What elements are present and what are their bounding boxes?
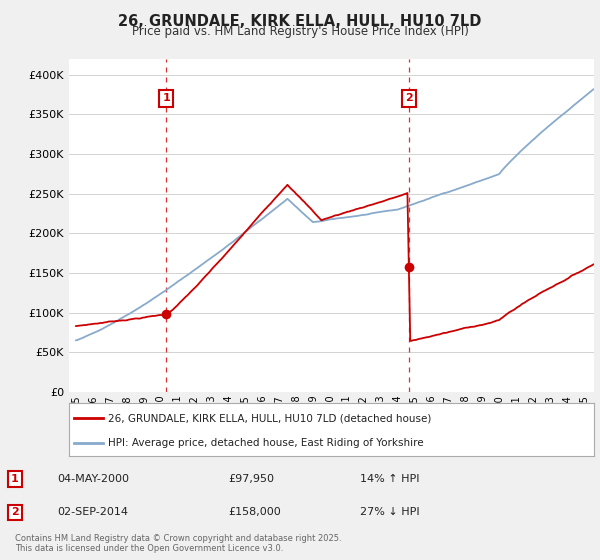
Text: £158,000: £158,000 — [228, 507, 281, 517]
Text: 26, GRUNDALE, KIRK ELLA, HULL, HU10 7LD (detached house): 26, GRUNDALE, KIRK ELLA, HULL, HU10 7LD … — [109, 413, 432, 423]
Text: 1: 1 — [163, 94, 170, 104]
Text: 14% ↑ HPI: 14% ↑ HPI — [360, 474, 419, 484]
Text: 2: 2 — [405, 94, 413, 104]
Text: 02-SEP-2014: 02-SEP-2014 — [57, 507, 128, 517]
Text: 1: 1 — [11, 474, 19, 484]
Text: 26, GRUNDALE, KIRK ELLA, HULL, HU10 7LD: 26, GRUNDALE, KIRK ELLA, HULL, HU10 7LD — [118, 14, 482, 29]
Text: 04-MAY-2000: 04-MAY-2000 — [57, 474, 129, 484]
Text: 2: 2 — [11, 507, 19, 517]
Text: £97,950: £97,950 — [228, 474, 274, 484]
Text: Contains HM Land Registry data © Crown copyright and database right 2025.
This d: Contains HM Land Registry data © Crown c… — [15, 534, 341, 553]
Text: 27% ↓ HPI: 27% ↓ HPI — [360, 507, 419, 517]
Text: HPI: Average price, detached house, East Riding of Yorkshire: HPI: Average price, detached house, East… — [109, 438, 424, 448]
Text: Price paid vs. HM Land Registry's House Price Index (HPI): Price paid vs. HM Land Registry's House … — [131, 25, 469, 38]
